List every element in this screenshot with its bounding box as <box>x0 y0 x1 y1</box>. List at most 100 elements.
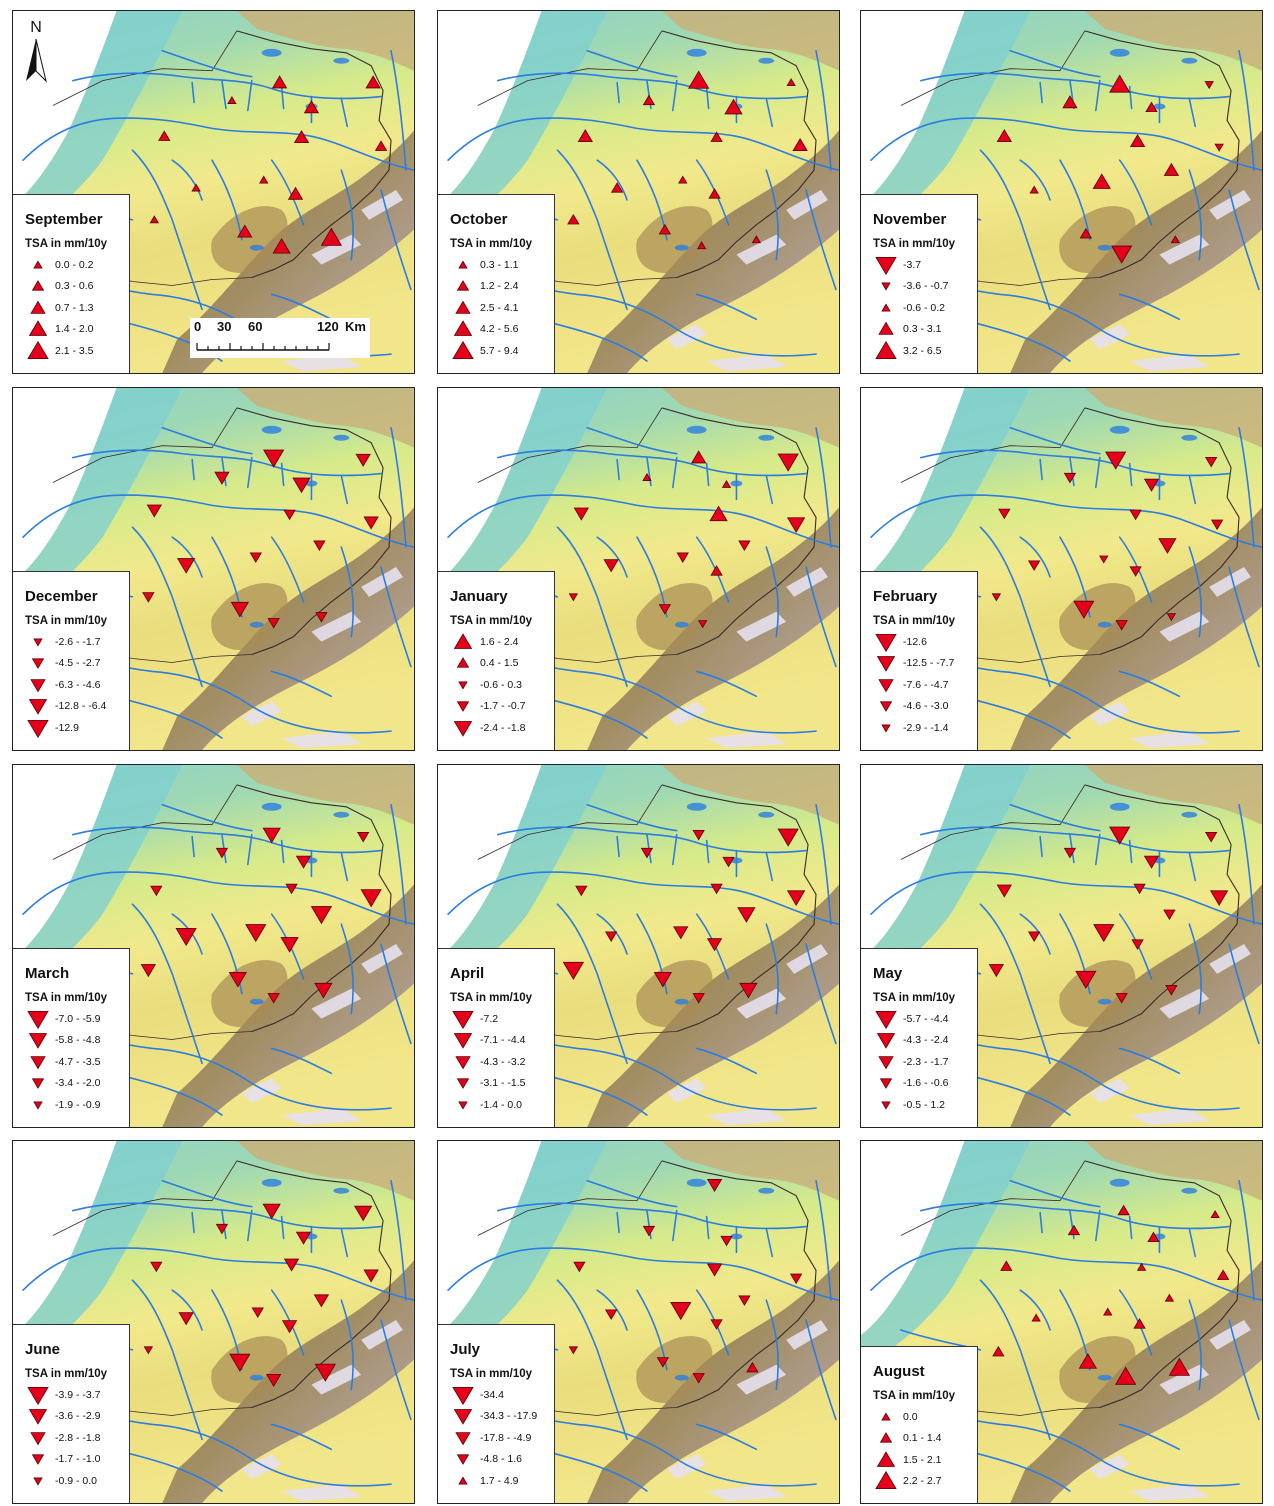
trend-down-symbol <box>1109 826 1131 845</box>
legend-class-label: -0.5 - 1.2 <box>903 1098 946 1111</box>
legend-unit-label: TSA in mm/10y <box>25 238 108 250</box>
legend-class-row: -12.8 - -6.4 <box>25 696 129 718</box>
legend-class-label: 1.7 - 4.9 <box>480 1474 519 1487</box>
legend-class-row: 0.4 - 1.5 <box>450 653 554 675</box>
legend-class-label: -1.7 - -1.0 <box>55 1453 101 1466</box>
legend-class-label: -2.3 - -1.7 <box>903 1055 949 1068</box>
legend-class-label: -0.6 - 0.3 <box>480 678 523 691</box>
trend-down-symbol <box>1204 81 1214 90</box>
trend-down-symbol <box>692 993 705 1004</box>
legend-month-title: June <box>25 1341 61 1358</box>
triangle-down-icon <box>875 1010 897 1029</box>
map-panel-march: March TSA in mm/10y -7.0 - -5.9 -5.8 - -4.8… <box>12 764 415 1128</box>
triangle-down-icon <box>453 720 473 737</box>
trend-down-symbol <box>1105 451 1127 470</box>
trend-down-symbol <box>215 847 229 859</box>
legend-class-row: -0.9 - 0.0 <box>25 1470 129 1492</box>
triangle-down-icon <box>31 1454 45 1466</box>
map-panel-january: January TSA in mm/10y 1.6 - 2.4 0.4 - 1.5 -0… <box>437 387 840 751</box>
trend-down-symbol <box>604 931 618 942</box>
map-panel-may: May TSA in mm/10y -5.7 - -4.4 -4.3 - -2.4 -2… <box>860 764 1263 1128</box>
trend-down-symbol <box>1210 519 1224 531</box>
legend-class-row: -3.7 <box>873 254 977 276</box>
station-symbols <box>988 826 1229 1004</box>
triangle-down-icon <box>27 1010 49 1029</box>
triangle-up-icon <box>458 260 468 269</box>
trend-up-symbol <box>1216 1269 1230 1280</box>
legend-class-label: -3.1 - -1.5 <box>480 1077 526 1090</box>
legend-unit-label: TSA in mm/10y <box>873 615 956 627</box>
trend-down-symbol <box>315 612 328 623</box>
legend-class-row: 0.3 - 1.1 <box>450 254 554 276</box>
legend-class-label: -1.7 - -0.7 <box>480 700 526 713</box>
trend-down-symbol <box>1093 924 1115 943</box>
legend-class-label: -12.5 - -7.7 <box>903 657 955 670</box>
station-symbols <box>568 1179 803 1384</box>
trend-down-symbol <box>562 961 585 980</box>
trend-down-symbol <box>143 1346 154 1355</box>
trend-down-symbol <box>692 1373 705 1384</box>
trend-up-symbol <box>1170 235 1181 244</box>
terrain-map <box>438 1141 839 1503</box>
trend-up-symbol <box>577 129 593 143</box>
trend-up-symbol <box>1092 173 1111 189</box>
triangle-down-icon <box>878 1055 894 1070</box>
trend-down-symbol <box>1115 993 1128 1004</box>
map-panel-october: October TSA in mm/10y 0.3 - 1.1 1.2 - 2.4 2.… <box>437 10 840 374</box>
trend-down-symbol <box>604 1309 618 1320</box>
legend-class-label: -34.4 <box>480 1388 504 1401</box>
triangle-down-icon <box>456 701 470 713</box>
legend-class-row: -12.5 - -7.7 <box>873 653 977 675</box>
trend-up-symbol <box>158 130 171 141</box>
legend-class-label: 0.4 - 1.5 <box>480 657 519 670</box>
map-panel-june: June TSA in mm/10y -3.9 - -3.7 -3.6 - -2.9 -… <box>12 1140 415 1504</box>
trend-down-symbol <box>249 552 262 563</box>
legend-class-row: -2.8 - -1.8 <box>25 1427 129 1449</box>
map-panel-november: November TSA in mm/10y -3.7 -3.6 - -0.7 -0.6… <box>860 10 1263 374</box>
trend-down-symbol <box>1099 555 1109 564</box>
scale-tick-label: 30 <box>217 319 232 334</box>
trend-up-symbol <box>567 213 580 225</box>
trend-down-symbol <box>355 453 371 467</box>
trend-down-symbol <box>738 540 751 552</box>
trend-down-symbol <box>314 1363 337 1382</box>
legend-class-label: -12.6 <box>903 635 927 648</box>
triangle-down-icon <box>876 1033 896 1049</box>
triangle-down-icon <box>455 1055 471 1070</box>
trend-down-symbol <box>673 926 689 940</box>
trend-down-symbol <box>996 884 1012 898</box>
trend-up-symbol <box>1147 1231 1160 1243</box>
legend-class-row: 3.2 - 6.5 <box>873 340 977 362</box>
legend-unit-label: TSA in mm/10y <box>450 615 533 627</box>
triangle-down-icon <box>33 1477 43 1486</box>
legend-class-label: -1.4 - 0.0 <box>480 1098 523 1111</box>
trend-down-symbol <box>575 885 588 897</box>
trend-up-symbol <box>1079 227 1093 239</box>
trend-up-symbol <box>642 94 656 106</box>
trend-down-symbol <box>150 1261 163 1273</box>
map-legend: October TSA in mm/10y 0.3 - 1.1 1.2 - 2.4 2.… <box>438 194 555 373</box>
legend-unit-label: TSA in mm/10y <box>873 992 956 1004</box>
trend-up-symbol <box>786 78 796 87</box>
trend-down-symbol <box>642 1225 656 1237</box>
trend-down-symbol <box>706 1263 723 1277</box>
trend-down-symbol <box>354 1205 373 1222</box>
legend-class-label: -4.5 - -2.7 <box>55 657 101 670</box>
trend-down-symbol <box>777 453 799 472</box>
triangle-down-icon <box>875 633 897 652</box>
trend-down-symbol <box>722 856 735 868</box>
scale-tick-label: 120 <box>317 319 339 334</box>
trend-up-symbol <box>996 129 1012 143</box>
trend-down-symbol <box>357 832 370 843</box>
trend-up-symbol <box>1133 1318 1146 1329</box>
trend-down-symbol <box>1027 931 1041 942</box>
legend-class-label: 2.1 - 3.5 <box>55 344 94 357</box>
trend-down-symbol <box>706 1179 723 1193</box>
legend-class-label: 2.2 - 2.7 <box>903 1475 942 1488</box>
legend-class-row: -0.6 - 0.2 <box>873 297 977 319</box>
triangle-up-icon <box>456 657 470 668</box>
triangle-down-icon <box>881 724 891 733</box>
triangle-down-icon <box>456 1078 470 1090</box>
legend-class-row: 1.7 - 4.9 <box>450 1470 554 1492</box>
trend-down-symbol <box>1209 890 1229 906</box>
